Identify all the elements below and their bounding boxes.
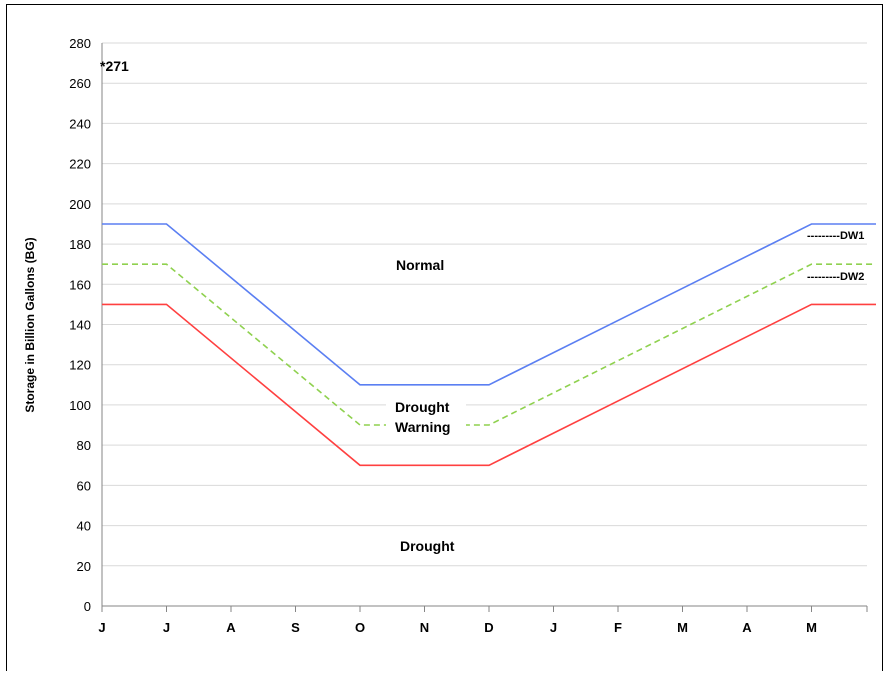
x-tick-label: M bbox=[677, 620, 688, 635]
y-tick-label: 40 bbox=[77, 519, 91, 534]
y-tick-label: 220 bbox=[69, 157, 91, 172]
drought-zone-label: Drought bbox=[400, 538, 455, 554]
drought-warning-label-line1: Drought bbox=[395, 399, 450, 415]
x-tick-label: J bbox=[550, 620, 557, 635]
y-tick-label: 160 bbox=[69, 277, 91, 292]
x-tick-label: F bbox=[614, 620, 622, 635]
max-annotation: *271 bbox=[100, 58, 129, 74]
x-tick-label: J bbox=[163, 620, 170, 635]
y-tick-label: 280 bbox=[69, 36, 91, 51]
y-tick-labels: 0 20 40 60 80 100 120 140 160 180 200 220 240 260 280 bbox=[69, 36, 91, 614]
x-tick-label: J bbox=[98, 620, 105, 635]
x-tick-label: A bbox=[742, 620, 752, 635]
axes bbox=[101, 43, 868, 612]
y-tick-label: 240 bbox=[69, 116, 91, 131]
y-axis-label: Storage in Billion Gallons (BG) bbox=[23, 237, 37, 412]
drought-warning-label-bg bbox=[386, 394, 466, 440]
chart-frame bbox=[6, 4, 883, 671]
series-lines bbox=[102, 223, 876, 467]
dw2-label: ---------DW2 bbox=[807, 271, 864, 283]
series-line-1 bbox=[102, 223, 876, 386]
drought-warning-label-line2: Warning bbox=[395, 419, 450, 435]
x-tick-label: S bbox=[291, 620, 300, 635]
y-tick-label: 60 bbox=[77, 478, 91, 493]
series-line-3 bbox=[102, 303, 876, 467]
series-line-2 bbox=[102, 263, 876, 426]
x-tick-label: A bbox=[226, 620, 236, 635]
y-tick-label: 100 bbox=[69, 398, 91, 413]
y-tick-label: 120 bbox=[69, 358, 91, 373]
dw1-label: ---------DW1 bbox=[807, 230, 864, 242]
y-tick-label: 180 bbox=[69, 237, 91, 252]
y-tick-label: 260 bbox=[69, 76, 91, 91]
y-tick-label: 80 bbox=[77, 438, 91, 453]
x-tick-label: D bbox=[484, 620, 493, 635]
x-tick-label: O bbox=[355, 620, 365, 635]
y-tick-label: 140 bbox=[69, 318, 91, 333]
gridlines bbox=[102, 42, 867, 567]
y-tick-label: 200 bbox=[69, 197, 91, 212]
y-tick-label: 20 bbox=[77, 559, 91, 574]
x-tick-label: N bbox=[420, 620, 429, 635]
y-tick-label: 0 bbox=[84, 599, 91, 614]
x-tick-label: M bbox=[806, 620, 817, 635]
normal-zone-label: Normal bbox=[396, 257, 444, 273]
